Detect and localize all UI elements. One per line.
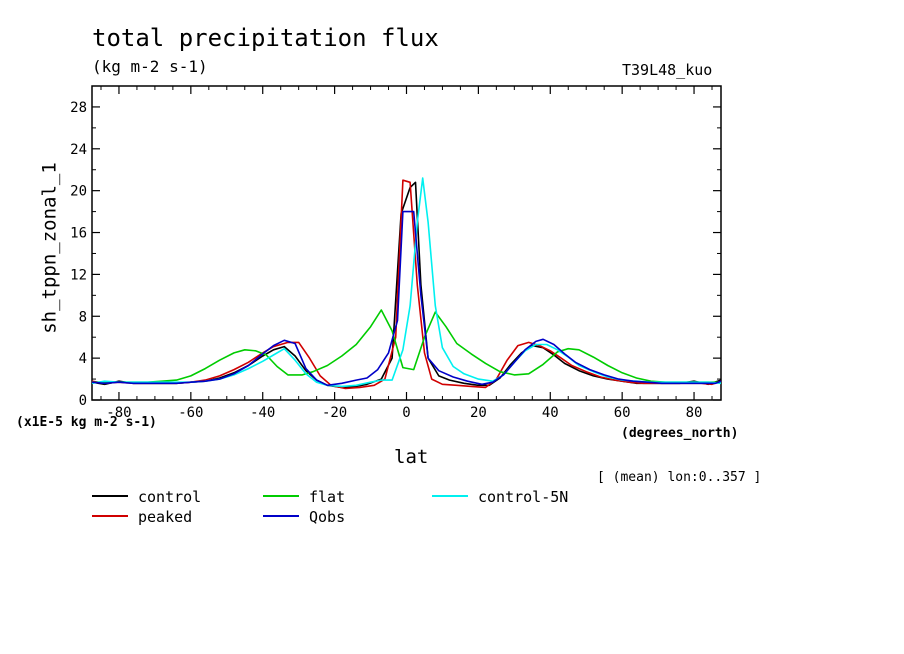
series-line-qobs: [91, 210, 722, 387]
legend-label-control: control: [138, 488, 202, 506]
legend-swatch-qobs: [263, 515, 299, 517]
legend-label-qobs: Qobs: [309, 508, 346, 526]
y-tick-label: 0: [79, 393, 87, 409]
legend-swatch-control-5n: [432, 495, 468, 497]
y-tick-label: 28: [70, 100, 87, 116]
x-tick-label: -60: [178, 405, 203, 421]
y-tick-label: 20: [70, 184, 87, 200]
series-line-control-5n: [91, 177, 722, 388]
legend-label-peaked: peaked: [138, 508, 193, 526]
y-tick-label: 4: [79, 351, 87, 367]
series-line-control: [91, 181, 722, 389]
x-axis-units: (degrees_north): [621, 426, 739, 441]
x-tick-label: 80: [686, 405, 703, 421]
chart-units: (kg m-2 s-1): [92, 57, 208, 76]
series-line-flat: [92, 309, 721, 384]
x-tick-label: -40: [250, 405, 275, 421]
legend-swatch-flat: [263, 495, 299, 497]
legend-label-flat: flat: [309, 488, 346, 506]
chart-title: total precipitation flux: [92, 24, 439, 52]
y-tick-label: 12: [70, 267, 87, 283]
legend-swatch-peaked: [92, 515, 128, 517]
plot-frame: [91, 85, 722, 401]
legend-swatch-control: [92, 495, 128, 497]
y-tick-label: 16: [70, 226, 87, 242]
y-tick-label: 24: [70, 142, 87, 158]
x-tick-label: -80: [106, 405, 131, 421]
series-line-peaked: [91, 179, 722, 390]
y-axis-scale-factor: (x1E-5 kg m-2 s-1): [16, 415, 157, 430]
averaging-note: [ (mean) lon:0..357 ]: [597, 470, 762, 485]
x-tick-label: 40: [542, 405, 559, 421]
run-label: T39L48_kuo: [622, 61, 713, 79]
y-tick-label: 8: [79, 309, 87, 325]
x-tick-label: 0: [402, 405, 410, 421]
x-tick-label: 60: [614, 405, 631, 421]
x-tick-label: 20: [470, 405, 487, 421]
legend-label-control-5n: control-5N: [478, 488, 569, 506]
x-tick-label: -20: [322, 405, 347, 421]
x-axis-label: lat: [394, 446, 429, 468]
y-axis-label: sh_tppn_zonal_1: [38, 162, 61, 334]
